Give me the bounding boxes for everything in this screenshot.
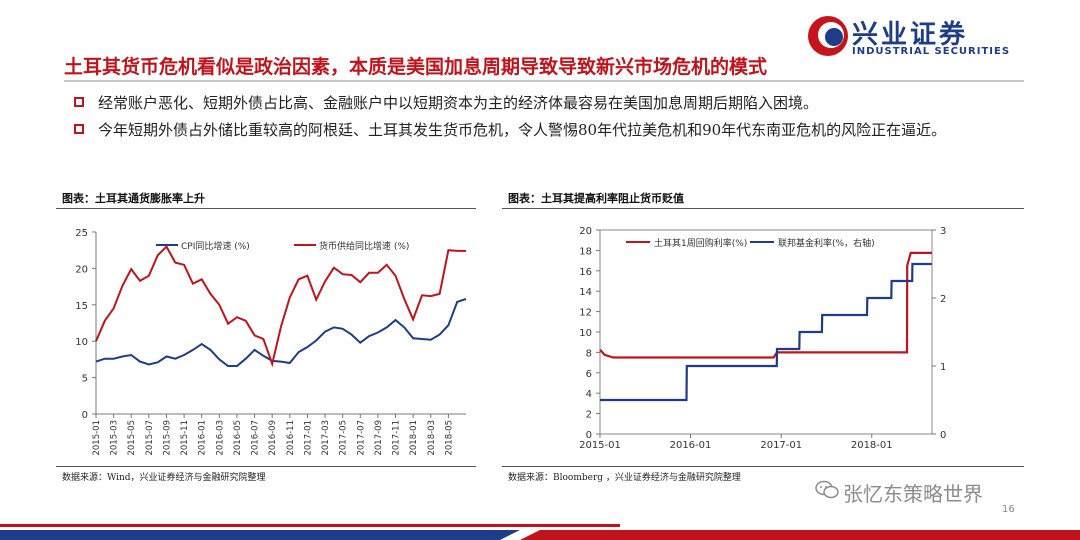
logo-text-cn: 兴业证券 — [852, 20, 969, 50]
header-divider — [64, 80, 1024, 82]
x-tick-label: 2016-07 — [251, 420, 261, 456]
y-right-tick-label: 2 — [940, 294, 946, 305]
left-line-chart: 0 5 10 15 20 25 2015-01 2015-03 2015-05 2015-07 20… — [75, 228, 467, 456]
logo-text-en: INDUSTRIAL SECURITIES — [852, 46, 1011, 57]
x-tick-label: 2017-03 — [321, 420, 331, 456]
right-chart-title: 图表：土耳其提高利率阻止货币贬值 — [508, 192, 684, 205]
y-left-tick-label: 10 — [579, 328, 592, 339]
x-tick-label: 2017-11 — [392, 420, 402, 456]
x-tick-label: 2018-01 — [409, 420, 419, 456]
x-tick-label: 2015-03 — [110, 420, 120, 456]
series-line-0 — [599, 251, 932, 359]
legend-label: 联邦基金利率(%，右轴) — [778, 237, 875, 249]
x-tick-label: 2015-01 — [579, 440, 621, 451]
bullet-item: 经常账户恶化、短期外债占比高、金融账户中以短期资本为主的经济体最容易在美国加息周… — [74, 90, 1024, 117]
y-tick-label: 0 — [82, 410, 88, 421]
y-tick-label: 15 — [75, 301, 88, 312]
left-chart-top-rule — [56, 208, 476, 209]
y-tick-label: 10 — [75, 337, 88, 348]
series-line-1 — [600, 262, 932, 402]
x-tick-label: 2017-05 — [339, 420, 349, 456]
x-tick-label: 2015-01 — [92, 420, 102, 456]
company-logo-icon — [808, 16, 848, 56]
series-line-1 — [95, 244, 466, 368]
x-tick-label: 2017-07 — [356, 420, 366, 456]
right-chart-bottom-rule — [502, 466, 1024, 467]
left-chart-title: 图表：土耳其通货膨胀率上升 — [62, 192, 205, 205]
legend-label: CPI同比增速 (%) — [181, 240, 250, 252]
x-tick-label: 2018-05 — [444, 420, 454, 456]
y-left-tick-label: 20 — [579, 226, 592, 237]
y-right-tick-label: 0 — [940, 430, 946, 441]
y-left-tick-label: 14 — [579, 287, 592, 298]
y-right-tick-label: 1 — [940, 362, 946, 373]
bullet-square-icon — [74, 124, 84, 134]
y-left-tick-label: 4 — [586, 389, 592, 400]
page-title: 土耳其货币危机看似是政治因素，本质是美国加息周期导致导致新兴市场危机的模式 — [64, 56, 768, 78]
y-left-tick-label: 0 — [586, 430, 592, 441]
y-tick-label: 5 — [82, 374, 88, 385]
x-tick-label: 2017-09 — [374, 420, 384, 456]
x-tick-label: 2018-01 — [851, 440, 893, 451]
x-tick-label: 2016-01 — [670, 440, 712, 451]
x-tick-label: 2016-01 — [198, 420, 208, 456]
x-tick-label: 2018-03 — [427, 420, 437, 456]
bullet-text: 今年短期外债占外储比重较高的阿根廷、土耳其发生货币危机，令人警惕80年代拉美危机… — [98, 121, 947, 139]
x-tick-label: 2016-03 — [215, 420, 225, 456]
right-chart-top-rule — [502, 208, 1024, 209]
left-chart-source: 数据来源：Wind，兴业证券经济与金融研究院整理 — [62, 473, 266, 483]
x-tick-label: 2017-01 — [303, 420, 313, 456]
left-chart-bottom-rule — [56, 466, 476, 467]
plot-frame — [599, 229, 933, 435]
bullet-text: 经常账户恶化、短期外债占比高、金融账户中以短期资本为主的经济体最容易在美国加息周… — [98, 94, 819, 112]
x-tick-label: 2017-01 — [760, 440, 802, 451]
x-tick-label: 2015-07 — [145, 420, 155, 456]
bullet-list: 经常账户恶化、短期外债占比高、金融账户中以短期资本为主的经济体最容易在美国加息周… — [74, 90, 1024, 144]
y-left-tick-label: 18 — [579, 246, 592, 257]
right-chart-source: 数据来源：Bloomberg ，兴业证券经济与金融研究院整理 — [508, 473, 741, 483]
bullet-square-icon — [74, 97, 84, 107]
y-left-tick-label: 12 — [579, 308, 592, 319]
y-right-tick-label: 3 — [940, 226, 946, 237]
y-left-tick-label: 8 — [586, 348, 592, 359]
x-tick-label: 2016-09 — [268, 420, 278, 456]
series-line-0 — [95, 298, 467, 367]
x-tick-label: 2016-11 — [286, 420, 296, 456]
wechat-icon — [815, 480, 839, 499]
x-tick-label: 2015-05 — [127, 420, 137, 456]
y-tick-label: 20 — [75, 264, 88, 275]
page-number: 16 — [1002, 504, 1015, 515]
legend-label: 土耳其1周回购利率(%) — [654, 237, 747, 249]
x-tick-label: 2015-09 — [162, 420, 172, 456]
y-left-tick-label: 16 — [579, 267, 592, 278]
y-left-tick-label: 6 — [586, 369, 592, 380]
x-tick-label: 2016-05 — [233, 420, 243, 456]
y-left-tick-label: 2 — [586, 410, 592, 421]
y-tick-label: 25 — [75, 228, 88, 239]
watermark-text: 张忆东策略世界 — [843, 482, 983, 506]
bottom-decor-bar — [0, 524, 1080, 540]
x-tick-label: 2015-11 — [180, 420, 190, 456]
bullet-item: 今年短期外债占外储比重较高的阿根廷、土耳其发生货币危机，令人警惕80年代拉美危机… — [74, 117, 1024, 144]
legend-label: 货币供给同比增速 (%) — [319, 240, 409, 252]
